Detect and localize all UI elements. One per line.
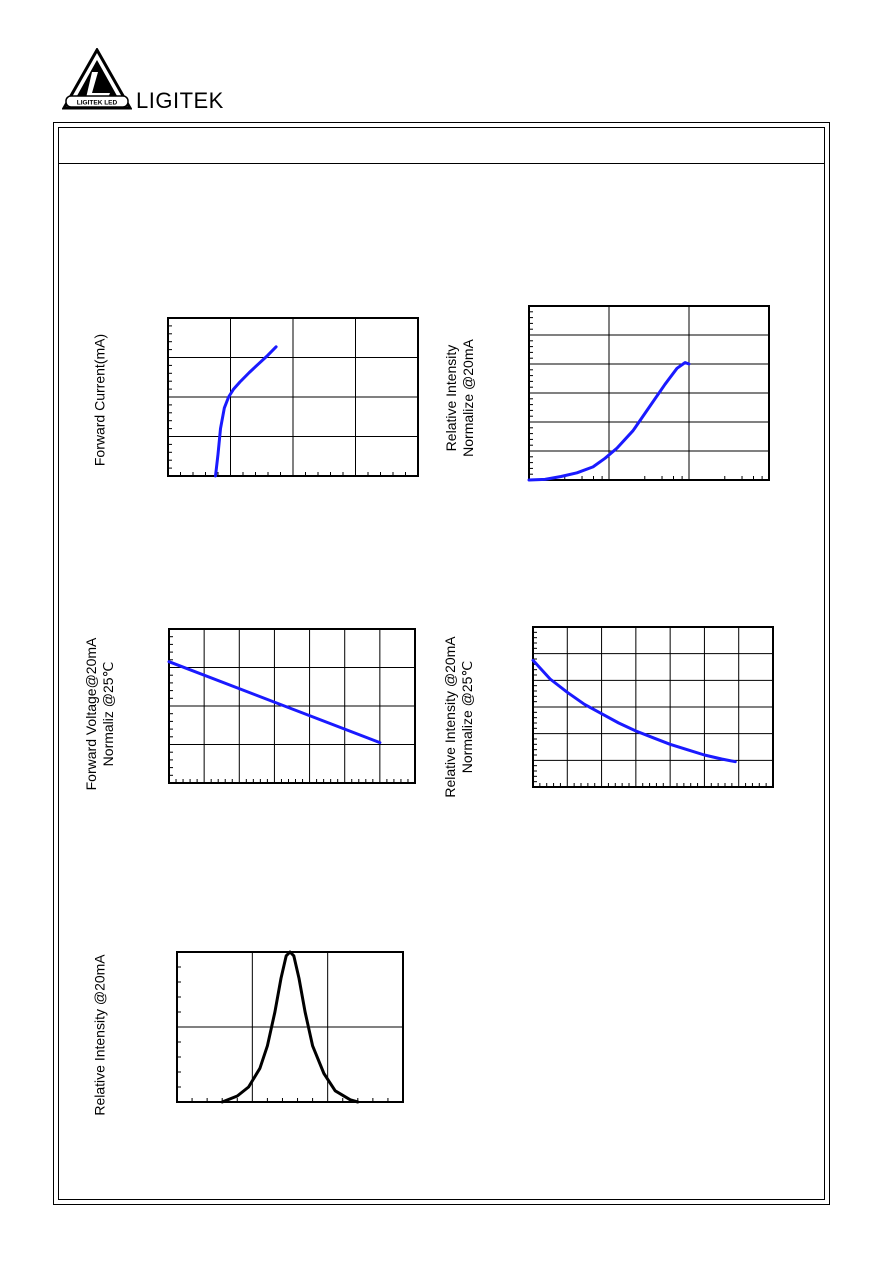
chart-forward-current [167, 317, 419, 478]
page-frame-outer [53, 122, 830, 1205]
page-frame-inner [58, 127, 825, 1200]
chart-relative-intensity-current [527, 305, 770, 482]
series-line [531, 658, 737, 764]
plot-frame [168, 628, 416, 784]
series-line [214, 345, 278, 478]
plot-frame [167, 317, 419, 477]
chart2-ylabel: Relative Intensity Normalize @20mA [443, 339, 477, 457]
series-line [167, 660, 382, 745]
chart5-ylabel: Relative Intensity @20mA [91, 954, 108, 1116]
chart-forward-voltage-temp [167, 628, 416, 784]
chart3-ylabel-line1: Forward Voltage@20mA [83, 637, 99, 791]
chart2-ylabel-line2: Normalize @20mA [460, 339, 476, 457]
brand-name: LIGITEK [136, 88, 224, 113]
chart3-ylabel-line2: Normaliz @25℃ [100, 661, 116, 767]
chart-relative-intensity-temp [531, 626, 774, 788]
plot-frame [532, 626, 774, 788]
ligitek-logo: LIGITEK LED [62, 48, 132, 110]
header-divider [58, 163, 825, 164]
chart4-ylabel: Relative Intensity @20mA Normalize @25℃ [442, 636, 476, 797]
series-line [220, 950, 360, 1104]
series-line [527, 361, 691, 482]
chart1-ylabel: Forward Current(mA) [91, 333, 108, 467]
svg-text:LIGITEK LED: LIGITEK LED [77, 100, 118, 107]
chart2-ylabel-line1: Relative Intensity [443, 344, 459, 452]
chart-spectral-distribution [176, 950, 404, 1104]
plot-frame [528, 305, 770, 481]
chart4-ylabel-line1: Relative Intensity @20mA [442, 636, 458, 798]
chart3-ylabel: Forward Voltage@20mA Normaliz @25℃ [83, 638, 117, 791]
chart4-ylabel-line2: Normalize @25℃ [459, 660, 475, 774]
